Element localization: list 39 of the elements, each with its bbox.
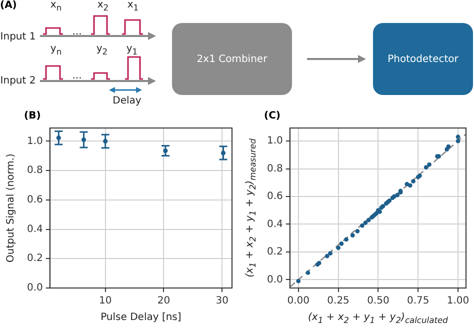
y-tick-label: 0.4 — [266, 218, 283, 230]
text: (A) — [0, 0, 17, 11]
chart-title: (C) — [264, 110, 280, 122]
x-tick-label: 30 — [216, 296, 228, 307]
y-tick-label: 0.0 — [266, 274, 283, 286]
y-tick-label: 1.0 — [266, 136, 283, 147]
text: y$_{1}$ — [126, 44, 138, 56]
text: 2x1 Combiner — [196, 54, 268, 64]
y-tick-label: 0.6 — [26, 194, 43, 206]
text: Input 2 — [0, 76, 36, 86]
chart-title: (B) — [24, 110, 41, 122]
x-tick-label: 0.50 — [367, 296, 390, 307]
text: Input 1 — [0, 32, 36, 42]
text: x$_{1}$ — [127, 0, 139, 12]
y-axis-title: Output Signal (norm.) — [6, 154, 16, 262]
y-tick-label: 0.2 — [26, 253, 43, 264]
text: ... — [72, 70, 82, 82]
x-tick-label: 10 — [98, 296, 112, 307]
y-tick-label: 0.8 — [266, 163, 283, 174]
text: Photodetector — [388, 54, 458, 64]
text: y$_{n}$ — [50, 44, 62, 56]
text: (x$_{1}$ + x$_{2}$ + y$_{1}$ + y$_{2}$)$_{calculated}$ — [308, 312, 448, 325]
x-tick-label: 20 — [157, 296, 170, 307]
text: ... — [72, 26, 82, 38]
y-tick-label: 0.8 — [26, 165, 43, 176]
y-tick-label: 0.0 — [26, 282, 43, 294]
x-tick-label: 0.75 — [406, 296, 430, 307]
x-tick-label: 1.00 — [446, 296, 470, 307]
y-tick-label: 0.2 — [266, 246, 283, 258]
y-tick-label: 0.6 — [266, 191, 283, 202]
y-tick-label: 0.4 — [26, 224, 43, 235]
x-tick-label: 0.25 — [327, 296, 350, 307]
text: y$_{2}$ — [96, 44, 108, 56]
text: Delay — [112, 96, 142, 106]
x-tick-label: 0.00 — [287, 296, 310, 307]
text: x$_{2}$ — [97, 0, 109, 12]
y-tick-label: 1.0 — [26, 136, 43, 147]
text: x$_{n}$ — [50, 0, 62, 12]
x-axis-title: Pulse Delay [ns] — [100, 312, 182, 323]
